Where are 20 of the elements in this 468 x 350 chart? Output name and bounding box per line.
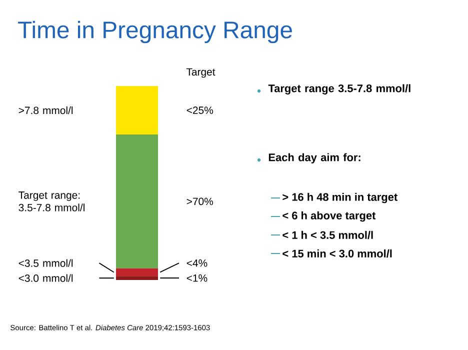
text: > 16 h 48 min in target [282,192,398,204]
chart-title: Time in Pregnancy Range [18,20,292,44]
text: < 6 h above target [282,211,376,222]
text: Target [186,68,216,78]
bar [116,86,158,134]
text: < 1 h < 3.5 mmol/l [282,230,373,240]
text: Target range: 3.5-7.8 mmol/l [18,192,84,212]
bar [116,134,158,268]
text: >7.8 mmol/l [18,106,73,114]
text: <4% [186,259,208,267]
text: <3.5 mmol/l [18,259,73,267]
text: >70% [186,198,214,206]
text: Target range 3.5-7.8 mmol/l [268,84,410,94]
text: <25% [186,106,214,114]
bar [116,276,158,280]
text: < 15 min < 3.0 mmol/l [282,249,392,258]
text: Each day aim for: [268,153,360,164]
bar [116,268,158,276]
text: <1% [186,274,208,282]
text: <3.0 mmol/l [18,274,73,282]
